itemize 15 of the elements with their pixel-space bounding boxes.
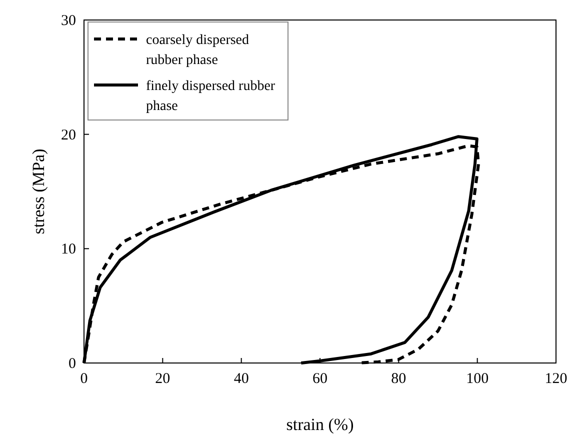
x-tick-label: 0 <box>80 371 88 387</box>
y-axis-title: stress (MPa) <box>29 148 48 234</box>
legend-label: coarsely dispersed rubber phase <box>146 33 250 68</box>
y-tick-label: 30 <box>61 13 76 29</box>
x-tick-label: 100 <box>466 371 489 387</box>
x-tick-label: 20 <box>155 371 170 387</box>
x-tick-label: 120 <box>544 371 568 387</box>
y-tick-label: 10 <box>61 242 76 258</box>
y-tick-label: 0 <box>68 356 76 372</box>
x-tick-label: 80 <box>391 371 406 387</box>
x-axis-title: strain (%) <box>286 415 354 434</box>
x-tick-label: 60 <box>312 371 328 387</box>
legend-label: finely dispersed rubber phase <box>146 79 276 114</box>
y-tick-label: 20 <box>61 127 76 144</box>
x-tick-label: 40 <box>234 371 249 387</box>
